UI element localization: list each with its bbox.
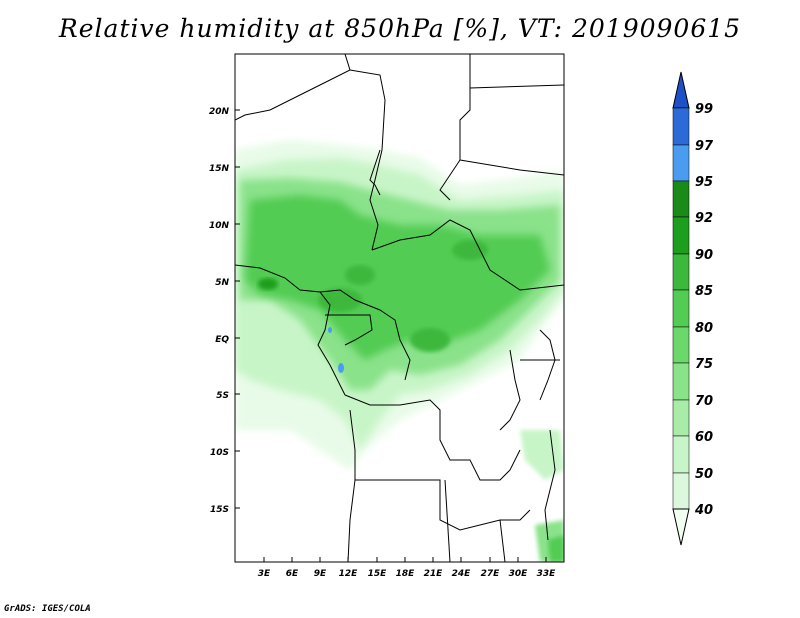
colorbar-segment-50-60 [672, 435, 690, 474]
lon-label-12e: 12E [339, 569, 359, 579]
colorbar-label-40: 40 [694, 503, 713, 518]
lat-axis: 20N 15N 10N 5N EQ 5S 10S 15S [209, 107, 240, 515]
colorbar-top-arrow [672, 71, 690, 109]
colorbar-label-95: 95 [695, 175, 713, 190]
software-credit: GrADS: IGES/COLA [4, 604, 91, 614]
lat-label-10n: 10N [209, 221, 230, 231]
lon-label-27e: 27E [481, 569, 501, 579]
colorbar-label-50: 50 [695, 467, 713, 482]
lon-label-21e: 21E [424, 569, 444, 579]
colorbar-label-92: 92 [695, 211, 713, 226]
lon-label-24e: 24E [452, 569, 472, 579]
lon-label-3e: 3E [258, 569, 271, 579]
colorbar-label-85: 85 [695, 284, 713, 299]
lon-label-30e: 30E [509, 569, 529, 579]
colorbar-segment-97-99 [672, 107, 690, 146]
colorbar-label-99: 99 [695, 102, 713, 117]
lat-label-eq: EQ [215, 335, 229, 345]
colorbar-label-97: 97 [695, 139, 714, 154]
chart-title: Relative humidity at 850hPa [%], VT: 201… [58, 14, 742, 43]
humidity-field [235, 140, 564, 562]
lat-label-15s: 15S [210, 505, 229, 515]
lat-label-20n: 20N [209, 107, 230, 117]
colorbar: 99 97 95 92 90 85 80 75 70 60 50 40 [672, 71, 714, 546]
lon-label-18e: 18E [396, 569, 416, 579]
colorbar-segment-95-97 [672, 144, 690, 182]
colorbar-segment-92-95 [672, 180, 690, 218]
lon-label-9e: 9E [314, 569, 327, 579]
borders [235, 54, 564, 562]
colorbar-segment-80-85 [672, 289, 690, 328]
colorbar-segment-40-50 [672, 472, 690, 510]
colorbar-bottom-arrow [672, 508, 690, 546]
lon-axis: 3E 6E 9E 12E 15E 18E 21E 24E 27E 30E 33E [258, 557, 556, 579]
colorbar-label-90: 90 [695, 248, 713, 263]
colorbar-segment-70-75 [672, 362, 690, 401]
colorbar-segment-90-92 [672, 216, 690, 255]
lon-label-15e: 15E [368, 569, 388, 579]
lat-label-10s: 10S [210, 448, 229, 458]
colorbar-segment-60-70 [672, 399, 690, 437]
lat-label-5n: 5N [215, 278, 229, 288]
map-frame [234, 53, 565, 563]
lon-label-33e: 33E [537, 569, 557, 579]
colorbar-label-75: 75 [695, 357, 713, 372]
lat-label-5s: 5S [216, 391, 229, 401]
colorbar-label-60: 60 [695, 430, 713, 445]
lat-label-15n: 15N [209, 164, 230, 174]
colorbar-label-70: 70 [695, 394, 713, 409]
lon-label-6e: 6E [286, 569, 299, 579]
colorbar-segment-75-80 [672, 326, 690, 364]
colorbar-label-80: 80 [695, 321, 713, 336]
colorbar-segment-85-90 [672, 253, 690, 291]
